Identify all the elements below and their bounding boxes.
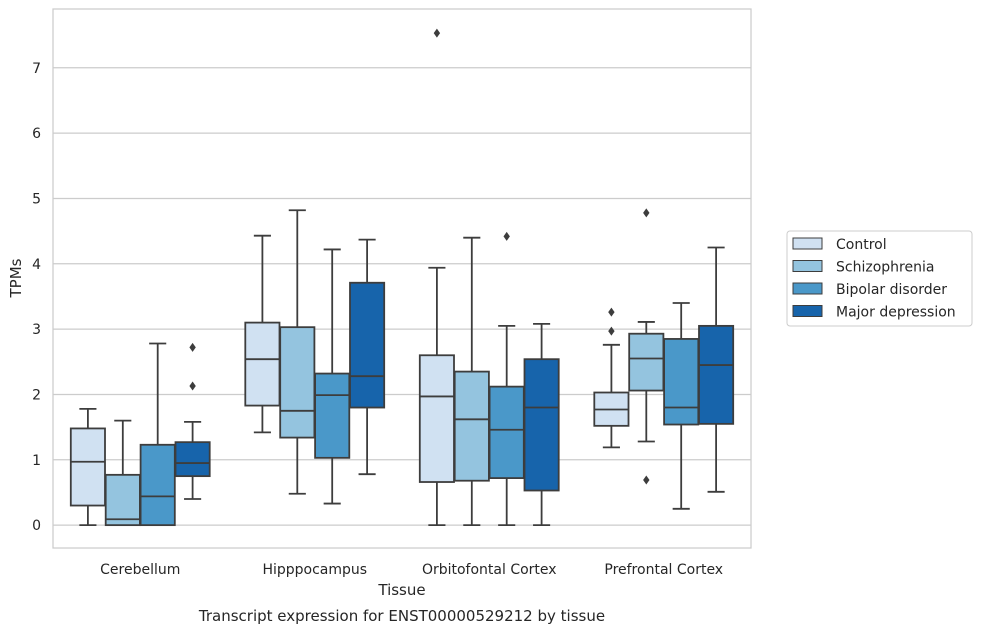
- outlier-point: [608, 307, 615, 317]
- y-tick-label: 5: [32, 191, 41, 207]
- outlier-point: [503, 231, 510, 241]
- box-schizophrenia: [104, 419, 141, 527]
- boxes: [69, 28, 735, 527]
- iqr-box: [628, 332, 665, 392]
- box-schizophrenia: [453, 236, 490, 527]
- outlier-point: [608, 326, 615, 336]
- iqr-box: [418, 354, 455, 483]
- outlier-point: [643, 475, 650, 485]
- outlier-point: [643, 208, 650, 218]
- legend-frame: [786, 230, 973, 327]
- box-major-depression: [349, 238, 386, 476]
- iqr-box: [453, 370, 490, 482]
- plot-area-frame: [52, 8, 752, 549]
- y-tick-labels: 0 1 2 3 4 5 6 7: [32, 61, 41, 534]
- legend-swatch: [792, 237, 823, 250]
- box-major-depression: [698, 246, 735, 493]
- box-bipolar-disorder: [139, 342, 176, 527]
- x-tick-label: Cerebellum: [100, 562, 180, 578]
- iqr-box: [523, 358, 560, 492]
- outlier-point: [189, 342, 196, 352]
- iqr-box: [69, 427, 106, 507]
- iqr-box: [104, 473, 141, 527]
- chart-caption: Transcript expression for ENST0000052921…: [198, 607, 605, 625]
- x-tick-labels: Cerebellum Hipppocampus Orbitofontal Corte…: [100, 562, 723, 578]
- outlier-point: [433, 28, 441, 38]
- iqr-box: [279, 326, 316, 439]
- y-axis-label: TPMs: [7, 258, 25, 298]
- iqr-box: [698, 324, 735, 425]
- box-bipolar-disorder: [488, 231, 525, 527]
- legend-swatch: [792, 305, 823, 317]
- box-schizophrenia: [628, 208, 665, 485]
- y-tick-label: 1: [32, 453, 41, 469]
- legend-swatch: [792, 282, 823, 295]
- iqr-box: [349, 281, 386, 409]
- legend: Control Schizophrenia Bipolar disorder Majo…: [786, 230, 973, 327]
- legend-label: Major depression: [836, 305, 956, 321]
- box-schizophrenia: [279, 209, 316, 495]
- legend-label: Control: [836, 237, 887, 253]
- box-major-depression: [523, 323, 560, 527]
- box-bipolar-disorder: [663, 302, 700, 510]
- y-tick-label: 0: [32, 518, 41, 534]
- outlier-point: [189, 381, 196, 391]
- legend-label: Bipolar disorder: [836, 282, 947, 298]
- iqr-box: [174, 441, 211, 478]
- iqr-box: [244, 321, 281, 407]
- x-axis-label: Tissue: [377, 581, 425, 599]
- y-tick-label: 3: [32, 322, 41, 338]
- box-control: [244, 234, 281, 434]
- legend-label: Schizophrenia: [836, 260, 934, 276]
- box-bipolar-disorder: [314, 248, 351, 505]
- x-tick-label: Hipppocampus: [262, 562, 367, 578]
- y-tick-label: 7: [32, 61, 41, 77]
- y-tick-label: 2: [32, 387, 41, 403]
- y-tick-label: 4: [32, 257, 41, 273]
- box-control: [418, 28, 455, 527]
- iqr-box: [139, 443, 176, 527]
- box-control: [69, 407, 106, 527]
- x-tick-label: Prefrontal Cortex: [604, 562, 723, 578]
- box-control: [593, 307, 630, 449]
- x-tick-label: Orbitofontal Cortex: [422, 562, 557, 578]
- legend-swatch: [792, 260, 823, 272]
- iqr-box: [314, 372, 351, 459]
- iqr-box: [663, 338, 700, 426]
- box-major-depression: [174, 342, 211, 500]
- iqr-box: [488, 385, 525, 479]
- y-tick-label: 6: [32, 126, 41, 142]
